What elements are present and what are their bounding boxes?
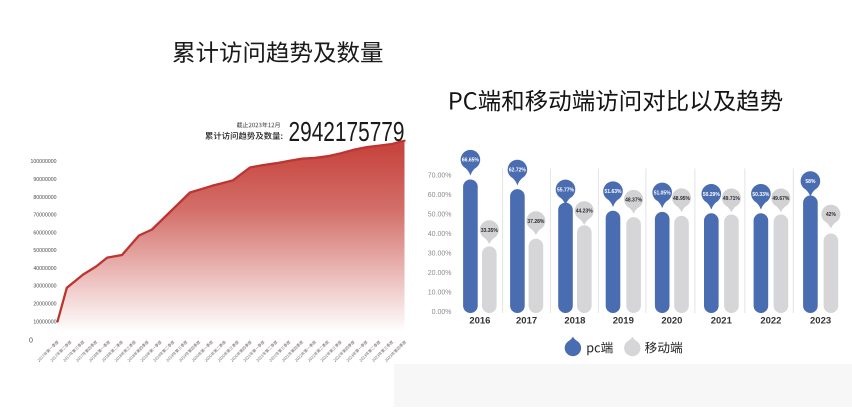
svg-text:90000000: 90000000: [33, 177, 56, 183]
svg-text:2016: 2016: [469, 316, 490, 327]
svg-text:2020: 2020: [661, 316, 682, 327]
svg-text:37.28%: 37.28%: [527, 219, 545, 225]
svg-text:33.35%: 33.35%: [481, 228, 499, 234]
svg-text:2017: 2017: [516, 316, 537, 327]
svg-text:70.00%: 70.00%: [428, 172, 452, 179]
svg-text:20.00%: 20.00%: [428, 270, 452, 277]
svg-text:58%: 58%: [805, 179, 816, 185]
svg-text:66.65%: 66.65%: [462, 158, 480, 164]
svg-text:49.67%: 49.67%: [772, 196, 790, 202]
svg-text:60000000: 60000000: [33, 230, 56, 236]
svg-text:80000000: 80000000: [33, 195, 56, 201]
svg-text:0: 0: [29, 338, 33, 345]
svg-text:51.63%: 51.63%: [605, 189, 623, 195]
svg-text:62.72%: 62.72%: [509, 168, 527, 174]
svg-text:2022: 2022: [760, 316, 781, 327]
svg-text:50000000: 50000000: [33, 248, 56, 254]
svg-text:40.00%: 40.00%: [428, 231, 452, 238]
svg-text:30000000: 30000000: [33, 284, 56, 290]
svg-text:20000000: 20000000: [33, 302, 56, 308]
svg-text:44.23%: 44.23%: [576, 209, 594, 215]
svg-text:49.71%: 49.71%: [723, 196, 741, 202]
svg-text:2019: 2019: [613, 316, 634, 327]
svg-text:2018: 2018: [564, 316, 585, 327]
svg-text:50.29%: 50.29%: [703, 192, 721, 198]
svg-text:10000000: 10000000: [33, 319, 56, 325]
svg-text:40000000: 40000000: [33, 266, 56, 272]
svg-text:0.00%: 0.00%: [432, 309, 452, 316]
svg-text:42%: 42%: [826, 212, 837, 218]
svg-text:70000000: 70000000: [33, 213, 56, 219]
svg-text:50.33%: 50.33%: [752, 192, 770, 198]
svg-text:48.37%: 48.37%: [625, 197, 643, 203]
svg-text:48.95%: 48.95%: [673, 196, 691, 202]
svg-text:2023: 2023: [810, 316, 831, 327]
svg-text:2942175779: 2942175779: [289, 116, 405, 147]
svg-text:55.77%: 55.77%: [557, 187, 575, 193]
svg-text:10.00%: 10.00%: [428, 289, 452, 296]
svg-text:2021: 2021: [711, 316, 733, 327]
svg-text:100000000: 100000000: [31, 159, 57, 165]
svg-text:30.00%: 30.00%: [428, 250, 452, 257]
svg-text:51.05%: 51.05%: [654, 190, 672, 196]
svg-text:60.00%: 60.00%: [428, 192, 452, 199]
svg-text:50.00%: 50.00%: [428, 211, 452, 218]
